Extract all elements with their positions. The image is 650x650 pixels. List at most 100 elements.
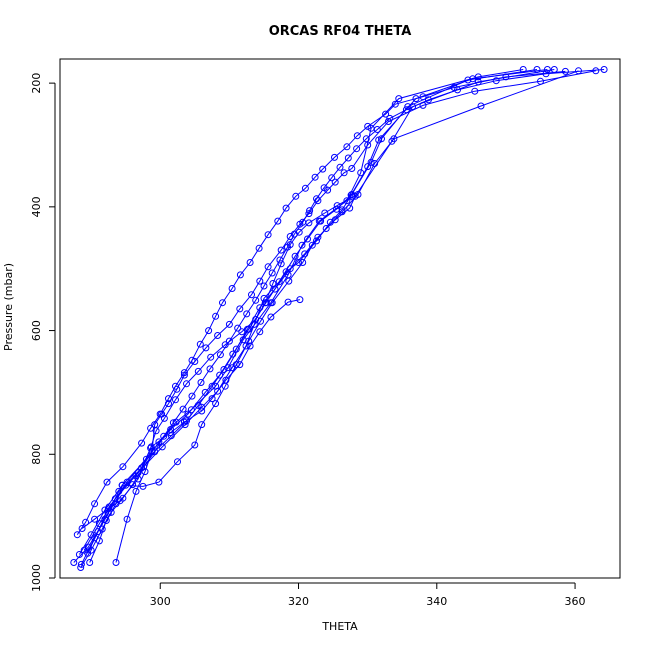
data-point — [73, 531, 81, 539]
data-point — [298, 241, 306, 249]
data-point — [216, 351, 224, 359]
data-point — [103, 478, 111, 486]
data-point — [264, 231, 272, 239]
data-point — [98, 525, 106, 533]
data-point — [313, 237, 320, 245]
data-point — [151, 448, 159, 456]
data-point — [180, 418, 188, 426]
data-point — [129, 481, 137, 489]
data-point — [238, 328, 246, 336]
data-point — [537, 77, 544, 85]
data-point — [205, 327, 213, 335]
data-point — [122, 481, 130, 489]
x-tick-label: 300 — [150, 595, 171, 608]
data-point — [386, 114, 394, 122]
data-point — [82, 518, 90, 526]
data-point — [255, 244, 263, 252]
data-point — [256, 277, 264, 285]
data-point — [179, 405, 187, 413]
data-point — [252, 296, 260, 304]
data-point — [371, 160, 379, 167]
data-point — [156, 410, 164, 418]
data-point — [119, 463, 127, 471]
data-point — [206, 365, 214, 373]
data-point — [202, 344, 210, 352]
data-point — [343, 143, 351, 151]
data-point — [138, 439, 146, 447]
data-point — [402, 106, 410, 114]
data-point — [184, 410, 192, 418]
data-point — [328, 174, 336, 182]
data-point — [301, 184, 309, 192]
data-point — [243, 310, 251, 318]
data-point — [147, 443, 155, 451]
data-point — [172, 396, 179, 404]
data-point — [353, 145, 361, 153]
data-point — [107, 508, 115, 516]
data-point — [91, 500, 99, 508]
data-point — [317, 217, 325, 225]
data-point — [232, 345, 240, 353]
data-point — [188, 392, 196, 400]
data-point — [70, 559, 78, 566]
data-point — [311, 173, 319, 181]
series-line — [78, 69, 555, 555]
data-point — [147, 424, 155, 432]
series-4 — [75, 66, 558, 558]
data-point — [284, 243, 291, 251]
data-point — [364, 163, 372, 171]
data-point — [336, 163, 344, 171]
data-point — [296, 296, 304, 304]
data-point — [119, 494, 127, 502]
data-point — [141, 468, 149, 476]
data-point — [78, 525, 86, 532]
data-point — [248, 291, 255, 299]
data-point — [364, 122, 372, 130]
data-point — [338, 208, 346, 216]
data-point — [454, 86, 461, 94]
data-point — [321, 209, 329, 217]
data-point — [216, 371, 224, 379]
data-point — [324, 186, 332, 194]
data-point — [208, 382, 216, 390]
series-line — [87, 299, 301, 554]
data-point — [165, 395, 172, 403]
data-point — [322, 225, 330, 232]
data-point — [313, 195, 320, 203]
data-point — [299, 259, 307, 266]
data-point — [87, 531, 95, 539]
data-point — [246, 259, 254, 266]
series-line — [76, 70, 566, 535]
data-point — [169, 419, 177, 427]
data-point — [264, 263, 272, 271]
data-point — [395, 95, 403, 103]
data-point — [245, 337, 253, 345]
y-tick-label: 1000 — [30, 564, 43, 592]
series-8 — [112, 67, 600, 566]
data-point — [225, 337, 233, 345]
data-point — [492, 77, 500, 85]
data-point — [333, 202, 341, 210]
data-point — [390, 135, 398, 143]
data-point — [214, 387, 222, 395]
data-point — [91, 515, 99, 523]
data-point — [314, 233, 322, 241]
data-point — [292, 192, 300, 200]
data-point — [320, 184, 328, 192]
series-6 — [84, 296, 304, 557]
data-point — [246, 342, 254, 350]
y-tick-label: 600 — [30, 320, 43, 341]
data-point — [331, 178, 339, 186]
data-point — [284, 298, 292, 306]
data-point — [600, 66, 608, 73]
data-point — [261, 299, 269, 307]
data-point — [331, 153, 338, 161]
data-point — [425, 96, 432, 104]
data-point — [305, 210, 313, 218]
plot-area — [70, 66, 608, 571]
data-point — [290, 230, 298, 238]
data-point — [198, 421, 206, 429]
data-point — [346, 204, 354, 212]
data-point — [252, 315, 260, 323]
